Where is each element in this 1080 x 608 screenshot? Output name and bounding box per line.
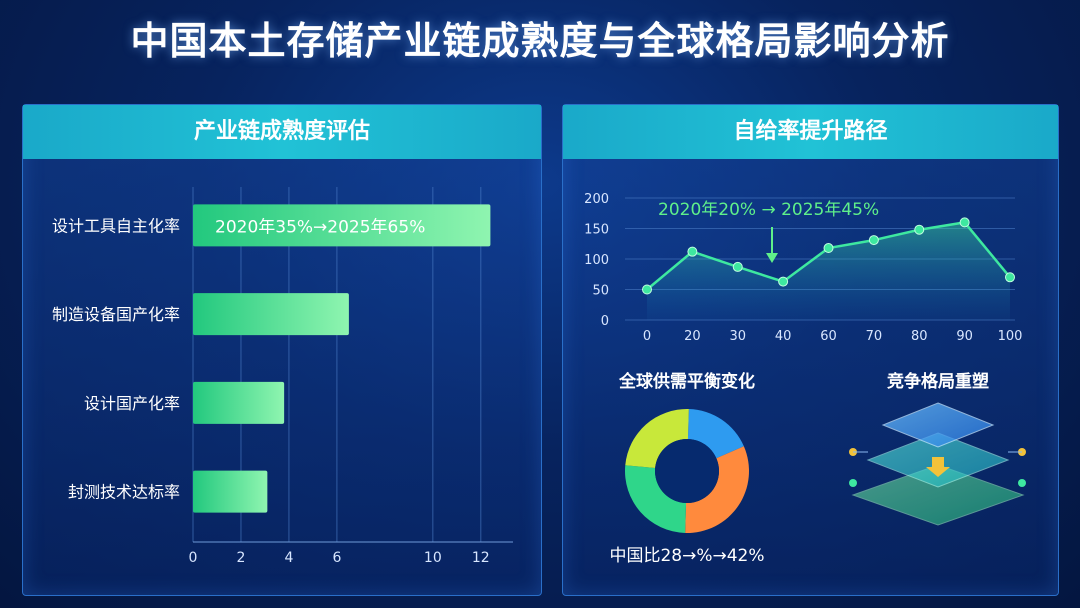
line-point [959,217,970,228]
line-point [642,284,652,295]
bar [193,381,285,424]
layers-title: 竞争格局重塑 [887,371,989,392]
x-tick-label: 90 [956,329,973,344]
bar-data-label: 2020年35%→2025年65% [215,217,425,237]
y-tick-label: 0 [601,314,609,329]
self-sufficiency-panel-heading: 自给率提升路径 [563,105,1058,159]
x-tick-label: 60 [820,329,837,344]
x-tick-label: 4 [284,550,293,566]
x-tick-label: 20 [684,329,701,344]
line-point [1005,272,1015,283]
layers-stack-icon [849,402,1026,526]
down-arrow-icon [766,227,778,263]
y-tick-label: 50 [592,284,609,299]
x-tick-label: 10 [424,550,442,566]
self-sufficiency-panel: 自给率提升路径 0 50 100 150 200 0 20 30 40 60 70 80 90 100 [562,104,1059,596]
y-tick-label: 100 [584,253,609,268]
category-label: 设计国产化率 [84,394,180,413]
x-tick-label: 2 [237,550,246,566]
x-tick-label: 70 [866,329,883,344]
y-tick-label: 150 [584,223,609,238]
line-point [687,246,698,257]
line-annotation: 2020年20% → 2025年45% [658,200,879,220]
line-point [914,224,925,235]
maturity-panel: 产业链成熟度评估 设计工具自主化率 制造设备国产化率设计国产化率封测技术达标率 0… [22,104,542,596]
category-label: 封测技术达标率 [68,483,180,502]
donut-slice [625,465,687,533]
x-tick-label: 6 [332,550,341,566]
x-tick-label: 0 [189,550,198,566]
donut-slice [625,408,689,469]
donut-slice [687,409,744,459]
line-area [647,222,1010,320]
x-tick-label: 40 [775,329,792,344]
category-label: 制造设备国产化率 [52,305,180,324]
x-tick-label: 100 [998,329,1023,344]
self-sufficiency-charts: 0 50 100 150 200 0 20 30 40 60 70 80 90 100 2020年20%… [584,192,1026,566]
category-label: 设计工具自主化率 [52,216,180,235]
x-tick-label: 0 [643,329,651,344]
x-tick-label: 80 [911,329,928,344]
bar [193,204,491,247]
line-point [823,243,834,254]
line-point [778,276,789,287]
x-tick-label: 30 [729,329,746,344]
line-point [868,235,879,246]
donut-title: 全球供需平衡变化 [618,371,755,392]
line-point [732,261,743,272]
donut-caption: 中国比28→%→42% [609,546,764,566]
donut-hole [655,439,719,503]
maturity-panel-heading: 产业链成熟度评估 [23,105,541,159]
x-tick-label: 12 [472,550,490,566]
y-tick-label: 200 [584,192,609,207]
donut-slice [685,446,749,533]
bar [193,293,349,336]
bar [193,470,268,513]
page-title: 中国本土存储产业链成熟度与全球格局影响分析 [130,19,950,63]
